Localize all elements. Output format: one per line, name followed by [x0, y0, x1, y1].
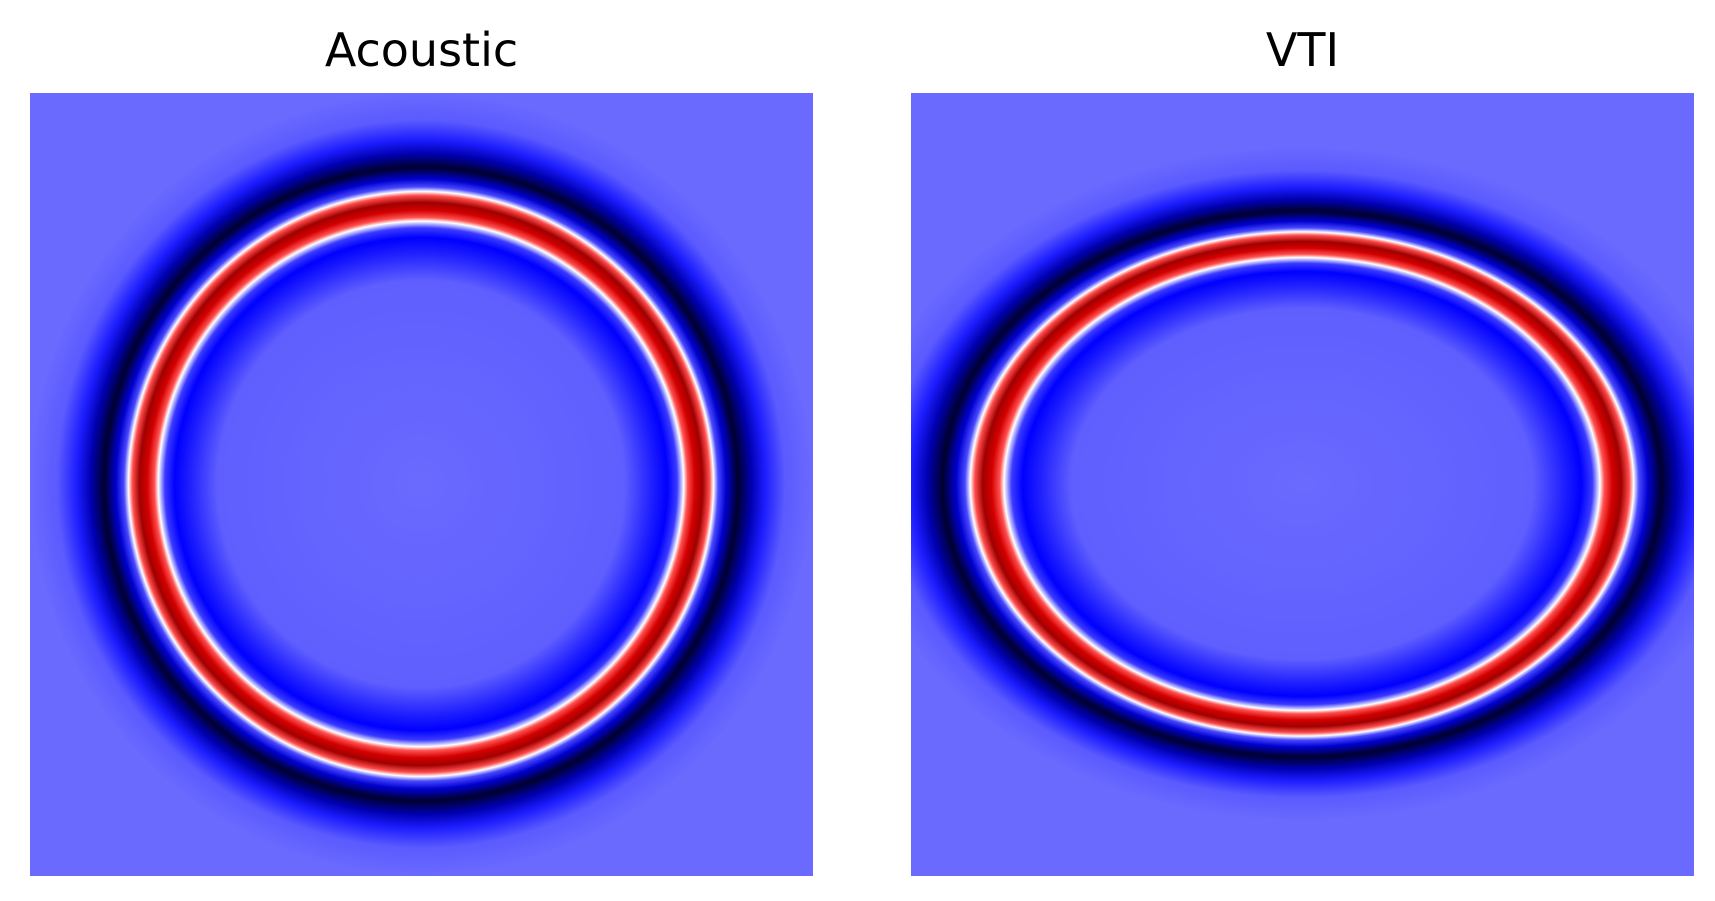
vti-title: VTI: [1265, 23, 1340, 77]
vti-wavefield-image: [911, 93, 1694, 876]
acoustic-wavefield-image: [30, 93, 813, 876]
acoustic-title: Acoustic: [324, 23, 519, 77]
